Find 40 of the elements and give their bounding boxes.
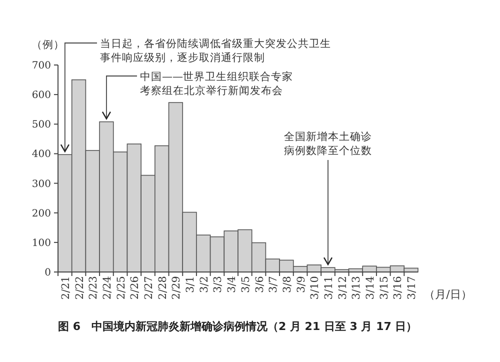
x-tick-label: 2/29 [170, 276, 183, 300]
x-tick-label: 2/21 [60, 276, 72, 300]
y-tick-label: 100 [32, 238, 51, 249]
x-tick-label: 3/7 [268, 276, 280, 293]
x-tick-label: 3/12 [336, 276, 349, 300]
y-tick-label: 400 [32, 149, 51, 160]
x-tick-label: 3/15 [378, 276, 390, 300]
x-tick-label: 3/9 [295, 276, 308, 293]
x-tick-label: 3/4 [226, 276, 238, 293]
x-tick-label: 3/2 [198, 276, 210, 293]
x-tick-label: 3/3 [212, 276, 224, 293]
x-tick-label: 3/16 [392, 276, 404, 300]
text: 图 6 中国境内新冠肺炎新增确诊病例情况（2 月 21 日至 3 月 17 日） [58, 320, 418, 333]
x-tick-label: 3/14 [364, 276, 377, 300]
x-tick-label: 3/13 [350, 276, 363, 300]
y-tick-label: 300 [32, 178, 51, 190]
x-tick-label: 3/6 [254, 276, 266, 293]
x-tick-label: 2/23 [88, 276, 100, 300]
x-tick-label: 2/22 [74, 276, 86, 300]
annotation: 当日起，各省份陆续调低省级重大突发公共卫生事件响应级别，逐步取消通行限制 [100, 37, 331, 64]
x-tick-label: 2/26 [129, 276, 142, 300]
y-tick-label: 200 [32, 208, 51, 220]
x-axis-title: （月/日） [424, 288, 472, 301]
y-tick-label: 600 [32, 90, 51, 102]
y-tick-label: 500 [32, 120, 51, 131]
y-tick-label: 700 [32, 60, 51, 72]
annotation: 全国新增本土确诊病例数降至个位数 [284, 130, 372, 157]
y-axis-title: （例） [32, 39, 64, 51]
x-tick-label: 3/17 [406, 276, 418, 300]
x-tick-label: 2/28 [156, 276, 169, 300]
x-tick-label: 3/8 [281, 276, 294, 293]
x-tick-label: 2/25 [115, 276, 128, 300]
x-tick-label: 3/10 [309, 276, 322, 300]
x-tick-label: 3/1 [184, 276, 197, 293]
y-tick-label: 0 [44, 268, 51, 278]
x-tick-label: 3/5 [240, 276, 252, 293]
x-tick-label: 3/11 [323, 276, 335, 300]
annotation: 中国——世界卫生组织联合专家考察组在北京举行新闻发布会 [140, 70, 293, 97]
x-tick-label: 2/24 [101, 276, 114, 300]
x-tick-label: 2/27 [143, 276, 155, 300]
